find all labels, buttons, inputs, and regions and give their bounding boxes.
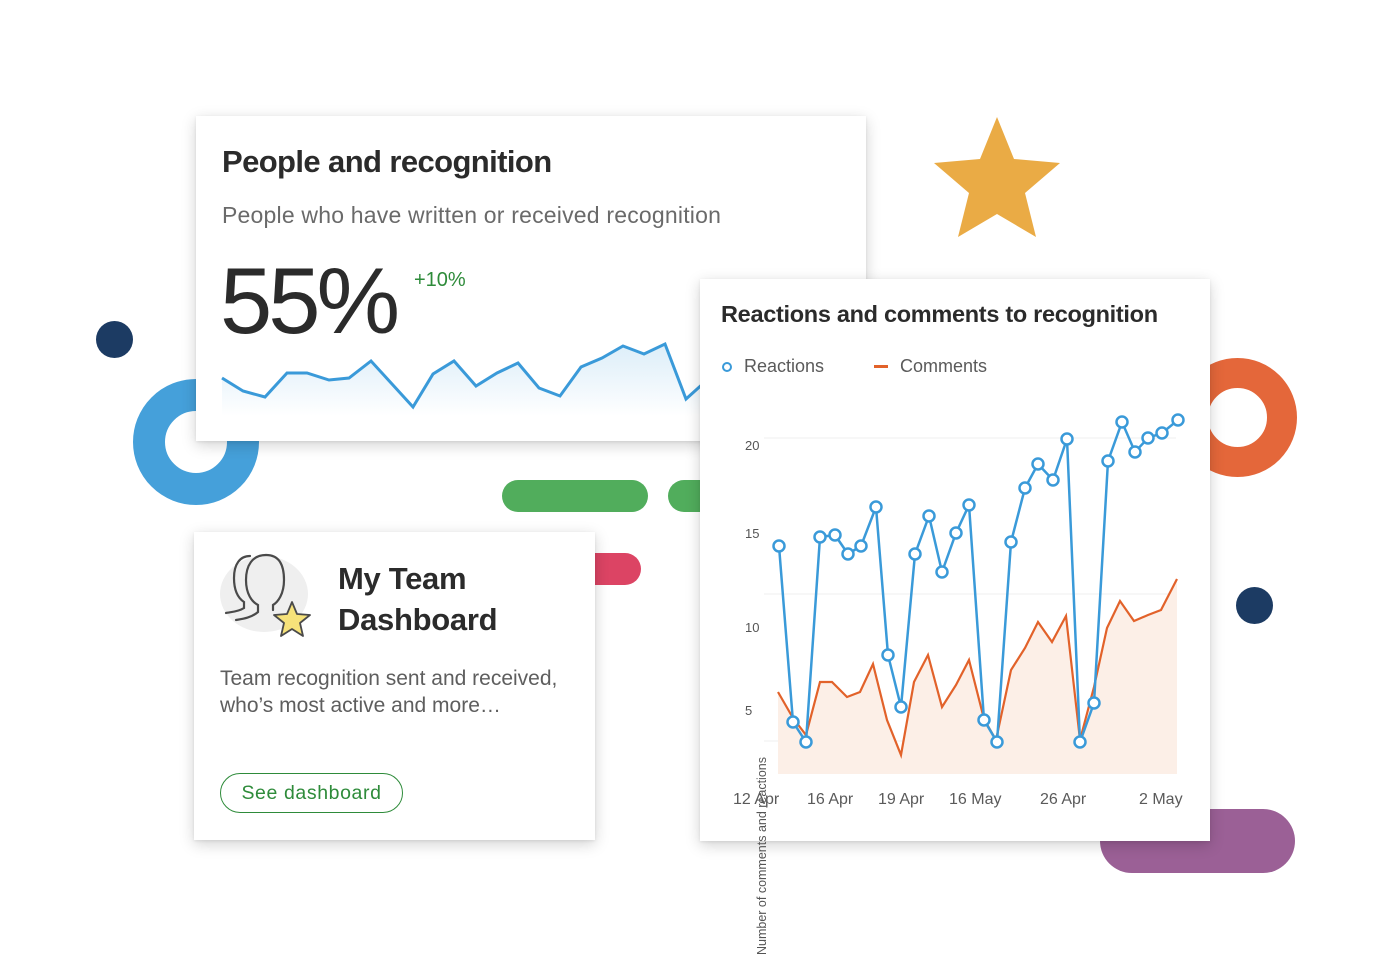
card-description: Team recognition sent and received, who’… bbox=[220, 667, 558, 717]
legend-item-reactions[interactable]: Reactions bbox=[722, 356, 824, 377]
chart-title: Reactions and comments to recognition bbox=[721, 301, 1158, 327]
reactions-comments-chart bbox=[764, 413, 1185, 774]
legend-label: Reactions bbox=[744, 356, 825, 376]
delta-badge: +10% bbox=[414, 269, 466, 291]
dash-line-icon bbox=[874, 365, 888, 368]
team-dashboard-card: My Team Dashboard Team recognition sent … bbox=[194, 532, 595, 840]
green-pill-decoration bbox=[502, 480, 648, 512]
y-axis-label: Number of comments and reactions bbox=[755, 757, 769, 956]
see-dashboard-button[interactable]: See dashboard bbox=[220, 773, 403, 813]
people-recognition-card[interactable]: People and recognition People who have w… bbox=[196, 116, 866, 441]
star-decoration-icon bbox=[934, 117, 1060, 237]
navy-dot-decoration-2 bbox=[1236, 587, 1273, 624]
y-tick: 10 bbox=[745, 620, 760, 635]
navy-dot-decoration bbox=[96, 321, 133, 358]
y-tick: 20 bbox=[745, 438, 760, 453]
x-tick: 16 May bbox=[949, 791, 1002, 808]
y-tick: 5 bbox=[745, 703, 753, 718]
x-tick: 12 Apr bbox=[733, 791, 780, 808]
team-star-icon bbox=[220, 553, 311, 637]
recognition-sparkline bbox=[221, 341, 708, 416]
card-subtitle: People who have written or received reco… bbox=[222, 202, 722, 228]
x-tick: 16 Apr bbox=[807, 791, 854, 808]
title-line-2: Dashboard bbox=[338, 602, 498, 637]
y-tick: 15 bbox=[745, 526, 760, 541]
x-tick: 19 Apr bbox=[878, 791, 925, 808]
card-title: People and recognition bbox=[222, 144, 552, 179]
x-tick: 26 Apr bbox=[1040, 791, 1087, 808]
card-title: My Team Dashboard bbox=[338, 558, 498, 640]
percentage-value: 55% bbox=[220, 248, 400, 353]
legend-item-comments[interactable]: Comments bbox=[874, 356, 987, 377]
circle-marker-icon bbox=[722, 361, 732, 372]
x-tick: 2 May bbox=[1139, 791, 1183, 808]
title-line-1: My Team bbox=[338, 561, 467, 596]
legend-label: Comments bbox=[900, 356, 988, 376]
reactions-comments-card: Reactions and comments to recognition Re… bbox=[700, 279, 1210, 955]
